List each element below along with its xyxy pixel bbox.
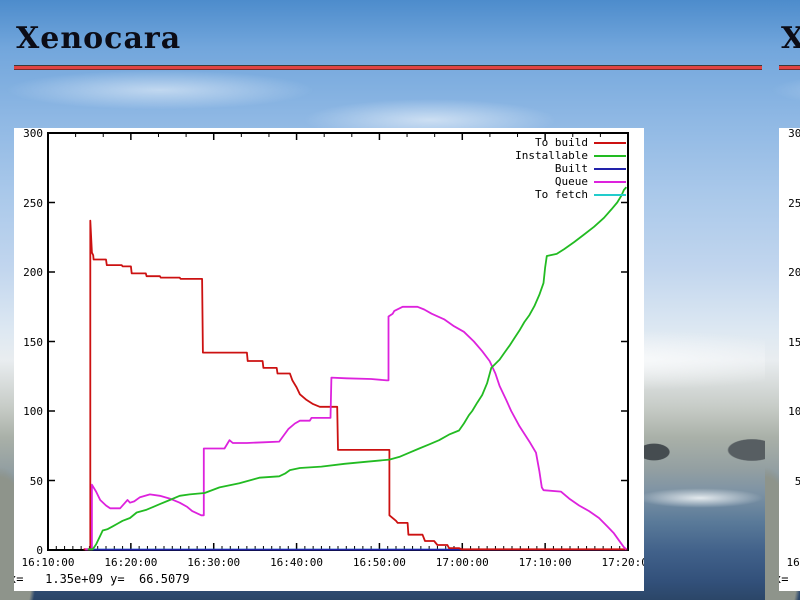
x-axis-label: 17:00:00: [435, 556, 489, 569]
y-axis-label: 250: [788, 196, 800, 210]
legend-swatch-line: [594, 180, 626, 183]
build-progress-chart: 05010015020025030016:10:0016:20:0016:30:…: [779, 128, 800, 591]
legend-item: Built: [515, 162, 626, 175]
page-title: Xenocara: [781, 21, 800, 56]
x-axis-label: 16:10:00: [21, 556, 75, 569]
red-horizontal-rule: [14, 65, 762, 70]
legend-label: Queue: [554, 175, 588, 188]
report-column-1: Xenocara 0 50 100 150 200 250 300 16:10:00 16:20…: [14, 21, 762, 591]
x-axis-label: 17:10:00: [518, 556, 572, 569]
y-axis-label: 250: [23, 196, 43, 210]
build-progress-chart: 0 50 100 150 200 250 300 16:10:00 16:20:00 16:30:…: [14, 128, 644, 591]
mouse-coordinates-readout: x= 1.35e+09 y= 66.5079: [779, 572, 789, 586]
y-axis-label: 50: [794, 474, 800, 488]
y-axis-label: 150: [788, 335, 800, 349]
y-axis-label: 200: [23, 266, 43, 279]
x-axis-label: 16:20:00: [104, 556, 158, 569]
legend-item: To fetch: [515, 188, 626, 201]
y-axis-label: 100: [788, 405, 800, 418]
y-axis-label: 100: [23, 405, 43, 418]
legend-label: Installable: [515, 149, 588, 162]
y-axis-label: 200: [788, 266, 800, 279]
x-axis-label: 17:20:00: [601, 556, 645, 569]
y-axis-label: 300: [788, 128, 800, 140]
y-axis-label: 50: [29, 474, 43, 488]
report-column-2: Xenocara 05010015020025030016:10:0016:20…: [765, 0, 800, 600]
legend: To build Installable Built Queue To fetch: [515, 136, 626, 201]
page-title: Xenocara: [16, 21, 182, 56]
series-line-to-build: [83, 219, 628, 551]
x-axis-label: 16:30:00: [187, 556, 241, 569]
legend-item: Installable: [515, 149, 626, 162]
legend-label: To fetch: [535, 188, 588, 201]
y-axis-label: 0: [779, 545, 800, 556]
legend-label: Built: [554, 162, 588, 175]
series-line-installable: [87, 186, 627, 551]
legend-swatch-line: [594, 193, 626, 196]
y-axis-label: 300: [23, 128, 43, 140]
y-axis-label: 0: [36, 544, 43, 557]
x-axis-label: 16:50:00: [352, 556, 406, 569]
legend-item: To build: [515, 136, 626, 149]
legend-swatch-line: [594, 154, 626, 157]
y-axis-label: 150: [23, 335, 43, 349]
legend-item: Queue: [515, 175, 626, 188]
red-horizontal-rule: [779, 65, 800, 70]
legend-swatch-line: [594, 167, 626, 170]
mouse-coordinates-readout: x= 1.35e+09 y= 66.5079: [14, 572, 190, 586]
x-axis-label: 16:10:00: [786, 556, 800, 569]
legend-swatch-line: [594, 141, 626, 144]
x-axis-label: 16:40:00: [270, 556, 324, 569]
legend-label: To build: [535, 136, 588, 149]
series-line-queue: [85, 305, 627, 551]
plot-svg: [47, 132, 629, 551]
